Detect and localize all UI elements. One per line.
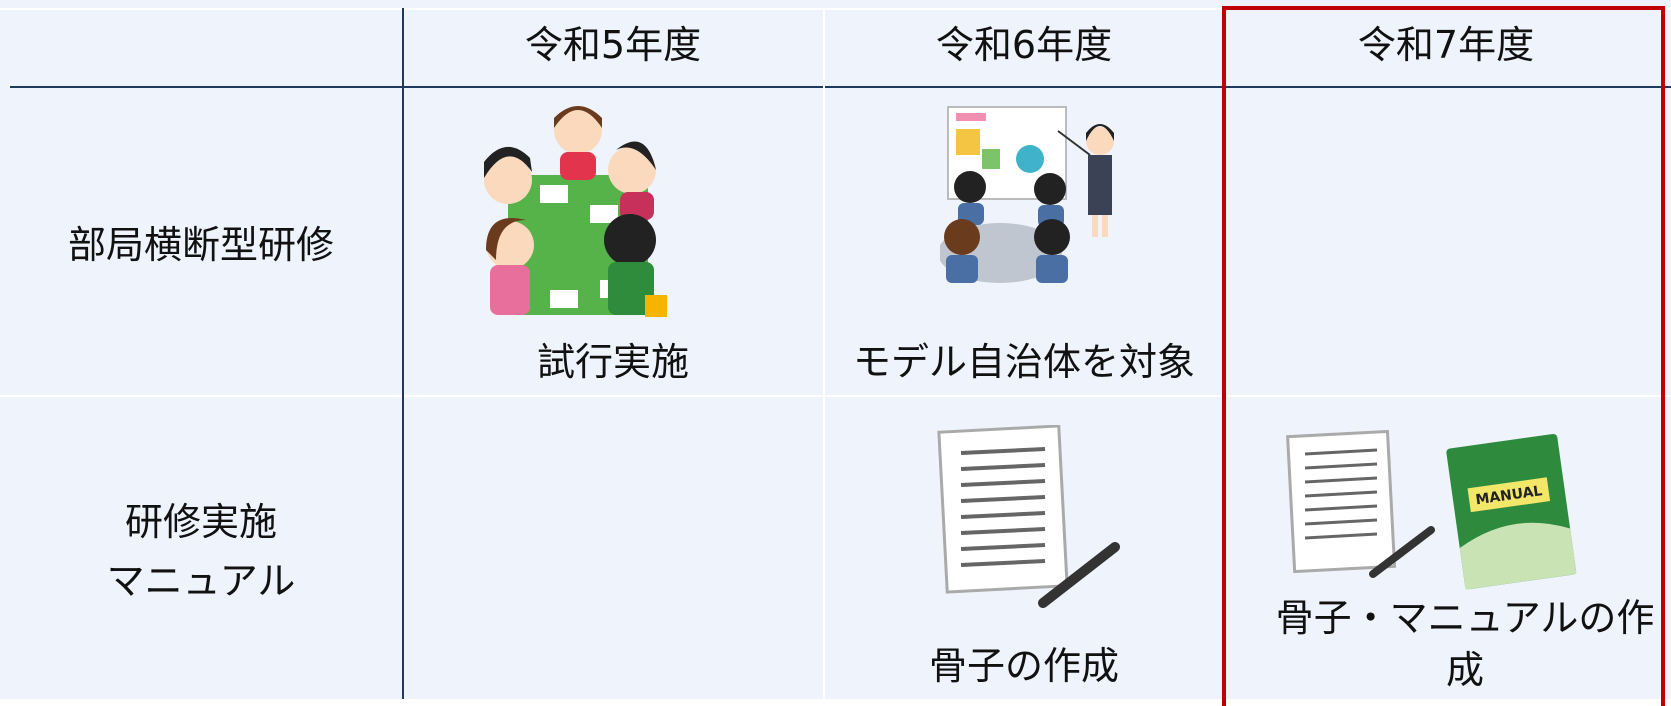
cell-text: 骨子・マニュアルの作成 [1275, 596, 1655, 692]
column-line [402, 8, 404, 699]
presentation-illustration [940, 106, 1114, 283]
header-line [10, 86, 1671, 88]
row-label: マニュアル [106, 559, 296, 603]
top-line [0, 8, 1671, 10]
cell-text: モデル自治体を対象 [852, 340, 1195, 384]
row-label: 部局横断型研修 [67, 223, 334, 267]
column-header: 令和6年度 [935, 23, 1113, 67]
cell-text: 試行実施 [536, 340, 689, 384]
cell-text: 骨子の作成 [928, 644, 1119, 688]
meeting-illustration [484, 106, 667, 317]
column-header: 令和5年度 [524, 23, 702, 67]
document-illustration [937, 425, 1120, 608]
manual-illustration: MANUAL [1286, 430, 1577, 590]
row-label: 研修実施 [124, 500, 277, 544]
highlight-frame [1222, 6, 1665, 706]
column-line [823, 8, 825, 699]
row-line [0, 395, 1671, 397]
column-header: 令和7年度 [1357, 23, 1535, 67]
